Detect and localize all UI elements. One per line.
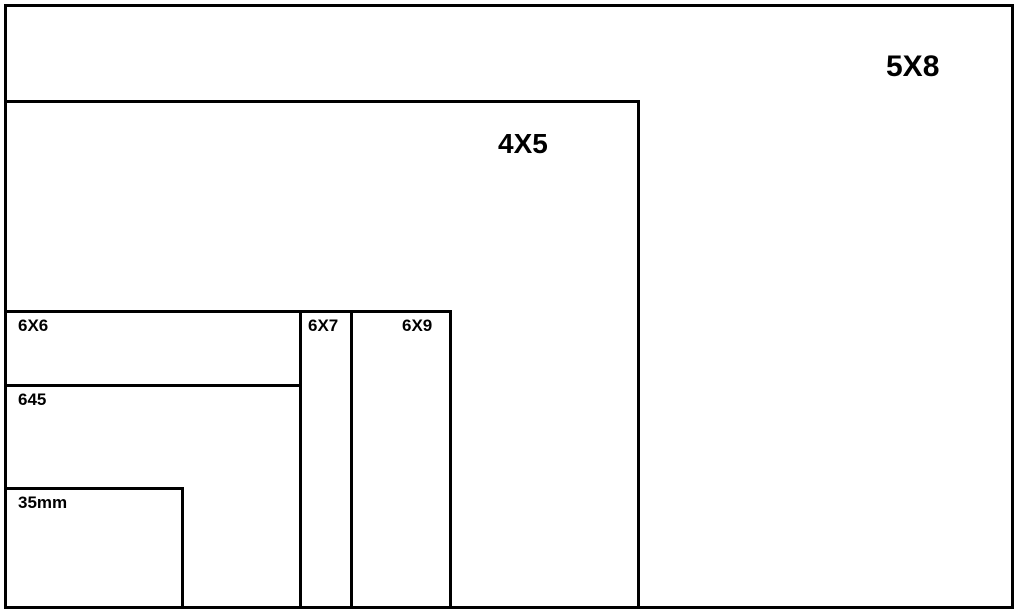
label-4x5: 4X5 — [498, 128, 548, 160]
label-6x9: 6X9 — [402, 316, 432, 336]
label-645: 645 — [18, 390, 46, 410]
label-5x8: 5X8 — [886, 50, 939, 84]
film-format-diagram: 5X8 4X5 6X9 6X7 6X6 645 35mm — [0, 0, 1017, 612]
label-6x6: 6X6 — [18, 316, 48, 336]
label-6x7: 6X7 — [308, 316, 338, 336]
label-35mm: 35mm — [18, 493, 67, 513]
